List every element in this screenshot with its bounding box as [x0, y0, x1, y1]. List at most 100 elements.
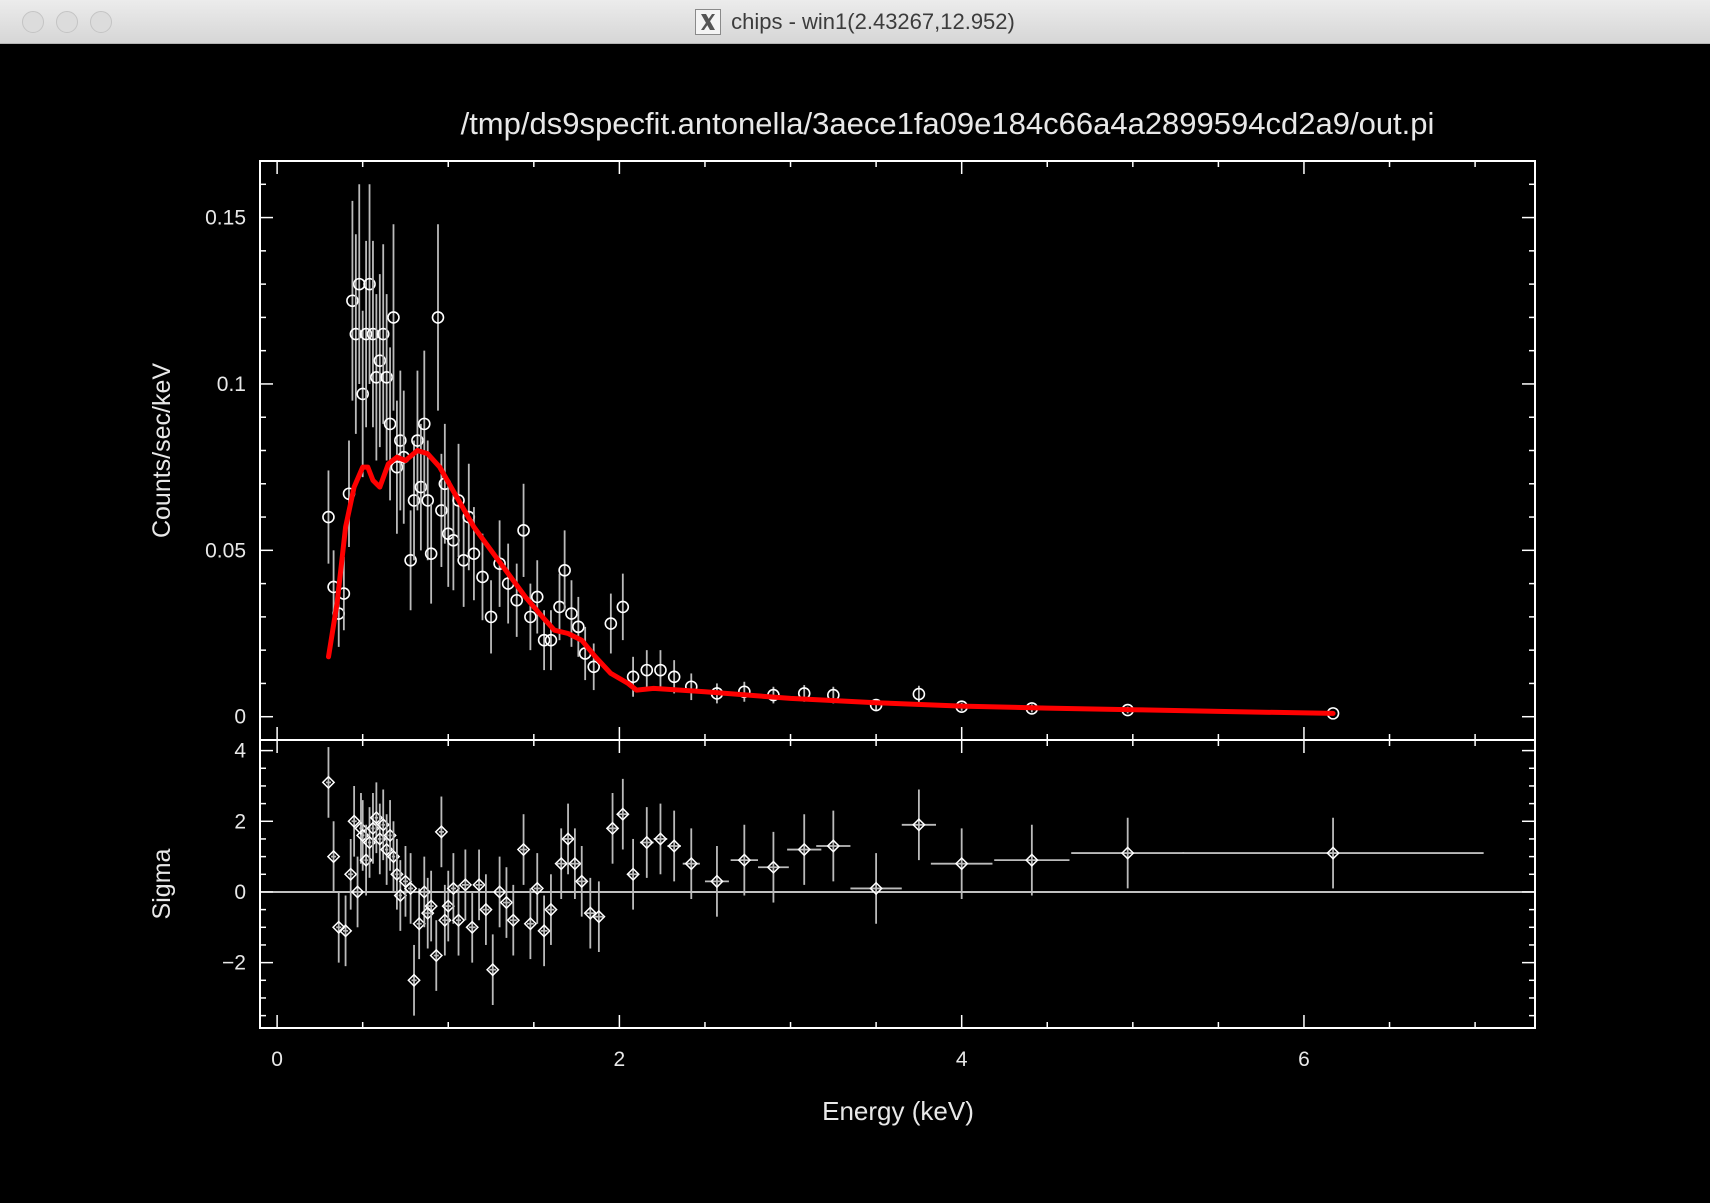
chart-title: /tmp/ds9specfit.antonella/3aece1fa09e184… [461, 106, 1435, 141]
data-point [431, 311, 445, 324]
data-point [654, 663, 667, 677]
data-point [530, 590, 544, 604]
data-point [510, 593, 524, 607]
x-tick-label: 4 [956, 1048, 968, 1071]
data-point [587, 660, 601, 674]
data-point [435, 504, 448, 517]
residual-point [766, 860, 781, 874]
x-tick-label: 6 [1298, 1048, 1310, 1071]
residual-point [451, 913, 466, 927]
residual-point [486, 962, 500, 977]
data-point [424, 547, 438, 560]
residual-point [826, 839, 841, 853]
data-point [359, 327, 373, 341]
data-point [390, 460, 404, 474]
residual-point [434, 825, 449, 839]
data-point [387, 311, 400, 324]
residual-point [347, 814, 361, 828]
residual-point [568, 856, 582, 871]
data-point [417, 417, 431, 431]
residual-point [797, 842, 811, 857]
data-point [373, 354, 387, 367]
residual-point [446, 881, 461, 896]
residual-point [912, 818, 926, 832]
bottom-y-axis-label: Sigma [148, 848, 176, 919]
residual-point [667, 839, 681, 853]
residual-point [1025, 853, 1039, 867]
y-tick-label: 2 [234, 810, 246, 833]
residual-point [458, 878, 473, 892]
top-panel-frame [259, 160, 1536, 741]
residual-point [1120, 846, 1135, 860]
residual-point [429, 948, 443, 963]
data-point [524, 610, 537, 624]
data-point [912, 687, 926, 701]
data-point [604, 617, 618, 630]
spectrum-chart: /tmp/ds9specfit.antonella/3aece1fa09e184… [148, 106, 1536, 1126]
data-point [363, 277, 376, 291]
data-point [383, 417, 397, 431]
data-point [558, 563, 571, 577]
residual-point [954, 856, 969, 871]
window-title-group: chips - win1(2.43267,12.952) [0, 0, 1710, 44]
residual-point [326, 849, 341, 864]
data-point [394, 434, 407, 447]
data-point [404, 554, 417, 567]
residual-point [684, 856, 698, 871]
residual-point [393, 888, 408, 903]
data-point [484, 610, 498, 624]
data-point [544, 633, 558, 647]
model-curve [326, 448, 1336, 716]
residual-point [441, 899, 455, 913]
residual-point [465, 920, 479, 935]
data-point [452, 494, 465, 507]
y-tick-label: 0 [234, 706, 246, 729]
residual-point [616, 807, 630, 821]
data-point [376, 327, 390, 341]
y-tick-label: 4 [234, 740, 246, 763]
residual-point [407, 973, 421, 988]
residual-point [412, 917, 426, 931]
residual-point [321, 775, 336, 790]
residual-point [338, 924, 353, 938]
data-point [616, 600, 630, 614]
bottom-panel-frame [259, 739, 1536, 1029]
residual-point [350, 885, 365, 899]
data-point [626, 670, 640, 684]
residual-point [424, 899, 438, 913]
top-y-axis-label: Counts/sec/keV [148, 363, 176, 538]
minimize-window-button[interactable] [56, 11, 78, 33]
data-point [667, 670, 681, 684]
residual-point [516, 842, 531, 857]
residual-point [479, 902, 493, 917]
y-tick-label: 0.15 [205, 207, 246, 230]
residual-point [523, 917, 538, 931]
data-point [407, 494, 421, 507]
residual-point [1326, 846, 1340, 860]
data-point [356, 387, 369, 401]
window-titlebar[interactable]: chips - win1(2.43267,12.952) [0, 0, 1710, 44]
data-point [414, 480, 428, 494]
y-tick-label: 0.1 [217, 373, 246, 396]
data-point [322, 510, 335, 524]
residual-point [544, 902, 558, 917]
data-point [411, 434, 424, 447]
residual-point [530, 881, 544, 896]
x-tick-label: 0 [271, 1048, 283, 1071]
residual-point [626, 867, 640, 881]
residual-point [710, 874, 724, 889]
window-title: chips - win1(2.43267,12.952) [731, 9, 1015, 34]
data-point [640, 663, 654, 677]
data-point [380, 370, 393, 384]
y-tick-label: 0.05 [205, 539, 246, 562]
residual-point [403, 881, 418, 896]
residual-point [506, 913, 521, 927]
data-point [421, 494, 435, 507]
y-tick-label: −2 [222, 952, 246, 975]
close-window-button[interactable] [22, 11, 44, 33]
data-point [537, 633, 551, 647]
residual-point [640, 835, 654, 850]
zoom-window-button[interactable] [90, 11, 112, 33]
x-window-icon [695, 9, 722, 35]
residual-point [343, 867, 358, 881]
